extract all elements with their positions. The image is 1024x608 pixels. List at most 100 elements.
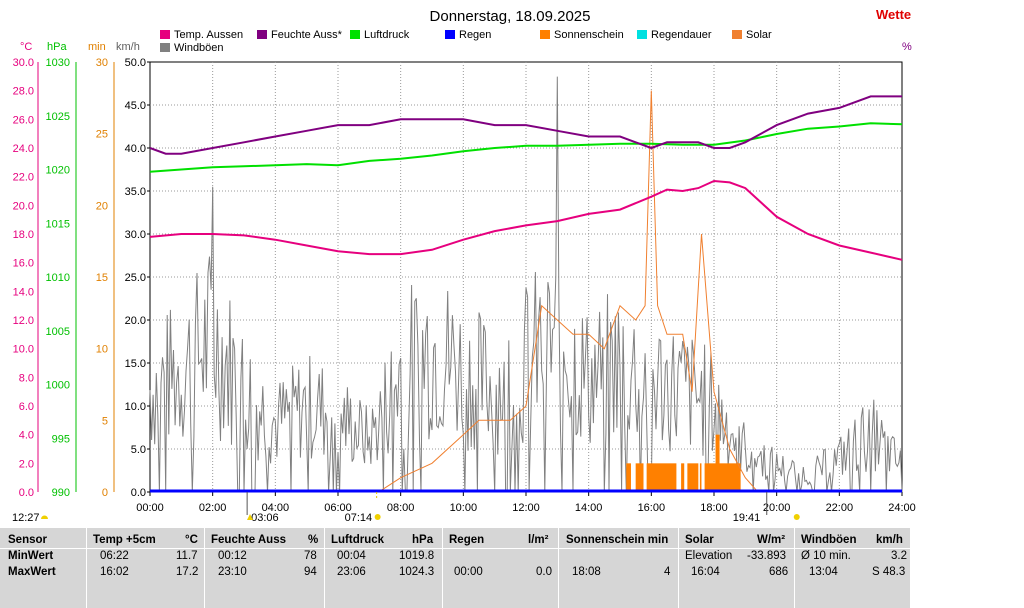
hpa-tick-label: 1015 (46, 218, 70, 230)
sunset-icon (793, 514, 800, 520)
temp-tick-label: 18.0 (13, 229, 34, 241)
series-luftdruck (149, 122, 903, 173)
kmh-tick-label: 5.0 (131, 444, 146, 456)
kmh-tick-label: 45.0 (125, 100, 146, 112)
temp-tick-label: 6.0 (19, 401, 34, 413)
max-solar-time: 16:04 (691, 566, 720, 578)
max-rain-time: 00:00 (454, 566, 483, 578)
x-tick-label: 16:00 (638, 502, 666, 514)
row-minwert-label: MinWert (8, 550, 54, 562)
moonset-time-label: 12:27 (12, 512, 40, 524)
max-sun-time: 18:08 (572, 566, 601, 578)
temp-tick-label: 24.0 (13, 143, 34, 155)
time-markers: 12:27 03:06 07:14 19:41 (12, 492, 800, 524)
min-axis-unit: min (88, 41, 106, 53)
temp-tick-label: 26.0 (13, 114, 34, 126)
header-solar-unit: W/m² (757, 534, 786, 546)
series-temp (149, 179, 903, 261)
legend-swatch (160, 43, 170, 52)
x-tick-label: 08:00 (387, 502, 415, 514)
temp-tick-label: 22.0 (13, 172, 34, 184)
series-windboeen (149, 76, 903, 493)
kmh-tick-label: 50.0 (125, 57, 146, 69)
legend-label: Regendauer (651, 29, 712, 41)
max-temp-value: 17.2 (176, 566, 199, 578)
x-tick-label: 22:00 (826, 502, 854, 514)
x-tick-label: 00:00 (136, 502, 164, 514)
hpa-tick-label: 1005 (46, 326, 70, 338)
x-tick-label: 20:00 (763, 502, 791, 514)
legend-swatch (160, 30, 170, 39)
hpa-axis-unit: hPa (47, 41, 67, 53)
hpa-tick-label: 990 (52, 487, 70, 499)
sunrise-icon (374, 514, 381, 520)
x-tick-label: 02:00 (199, 502, 227, 514)
header-hum-unit: % (308, 534, 319, 546)
moonset-icon (41, 515, 48, 519)
header-wind-unit: km/h (876, 534, 903, 546)
temp-axis-unit: °C (20, 41, 32, 53)
sunshine-bar (704, 463, 741, 492)
x-tick-label: 18:00 (700, 502, 728, 514)
axes: 50.045.040.035.030.025.020.015.010.05.00… (13, 57, 916, 514)
kmh-tick-label: 0.0 (131, 487, 146, 499)
min-temp-value: 11.7 (176, 550, 198, 562)
legend-label: Regen (459, 29, 491, 41)
weather-chart: Donnerstag, 18.09.2025 Wette % °C hPa mi… (12, 7, 916, 524)
kmh-tick-label: 25.0 (125, 272, 146, 284)
legend-swatch (637, 30, 647, 39)
header-press: Luftdruck (331, 534, 385, 546)
legend-label: Solar (746, 29, 772, 41)
max-wind-value: S 48.3 (872, 566, 906, 578)
legend-label: Sonnenschein (554, 29, 624, 41)
moonrise-time-label: 03:06 (251, 512, 279, 524)
kmh-tick-label: 15.0 (125, 358, 146, 370)
legend-label: Luftdruck (364, 29, 410, 41)
temp-tick-label: 12.0 (13, 315, 34, 327)
solar-elevation-value: -33.893 (747, 550, 787, 562)
temp-tick-label: 30.0 (13, 57, 34, 69)
min-press-time: 00:04 (337, 550, 366, 562)
x-tick-label: 06:00 (324, 502, 352, 514)
sunshine-bar (646, 463, 677, 492)
header-hum: Feuchte Auss (211, 534, 286, 546)
temp-tick-label: 8.0 (19, 372, 34, 384)
header-temp-unit: °C (185, 534, 198, 546)
kmh-tick-label: 10.0 (125, 401, 146, 413)
sunset-time-label: 19:41 (733, 512, 761, 524)
hpa-tick-label: 1010 (46, 272, 70, 284)
kmh-tick-label: 40.0 (125, 143, 146, 155)
x-tick-label: 04:00 (262, 502, 290, 514)
header-rain: Regen (449, 534, 485, 546)
percent-axis-unit: % (902, 41, 912, 53)
x-tick-label: 24:00 (888, 502, 916, 514)
header-wind: Windböen (801, 534, 857, 546)
temp-tick-label: 20.0 (13, 200, 34, 212)
legend: Temp. Aussen Feuchte Auss* Luftdruck Regen S… (160, 29, 772, 54)
header-solar: Solar (685, 534, 714, 546)
hpa-tick-label: 1030 (46, 57, 70, 69)
min-tick-label: 5 (102, 415, 108, 427)
temp-tick-label: 10.0 (13, 344, 34, 356)
kmh-tick-label: 20.0 (125, 315, 146, 327)
legend-swatch (257, 30, 267, 39)
series-solar (378, 90, 759, 493)
wind-avg-label: Ø 10 min. (801, 550, 851, 562)
x-tick-label: 14:00 (575, 502, 603, 514)
header-temp: Temp +5cm (93, 534, 156, 546)
sunshine-bar (715, 434, 720, 492)
min-tick-label: 0 (102, 487, 108, 499)
sunshine-bar (635, 463, 644, 492)
sunshine-bar (626, 463, 631, 492)
header-sensor: Sensor (8, 534, 47, 546)
kmh-axis-unit: km/h (116, 41, 140, 53)
temp-tick-label: 14.0 (13, 286, 34, 298)
grid (149, 61, 903, 493)
legend-label: Temp. Aussen (174, 29, 243, 41)
legend-swatch (540, 30, 550, 39)
header-press-unit: hPa (412, 534, 434, 546)
sunshine-bar (681, 463, 685, 492)
temp-tick-label: 0.0 (19, 487, 34, 499)
legend-label: Windböen (174, 42, 224, 54)
series-feuchte (149, 95, 902, 155)
